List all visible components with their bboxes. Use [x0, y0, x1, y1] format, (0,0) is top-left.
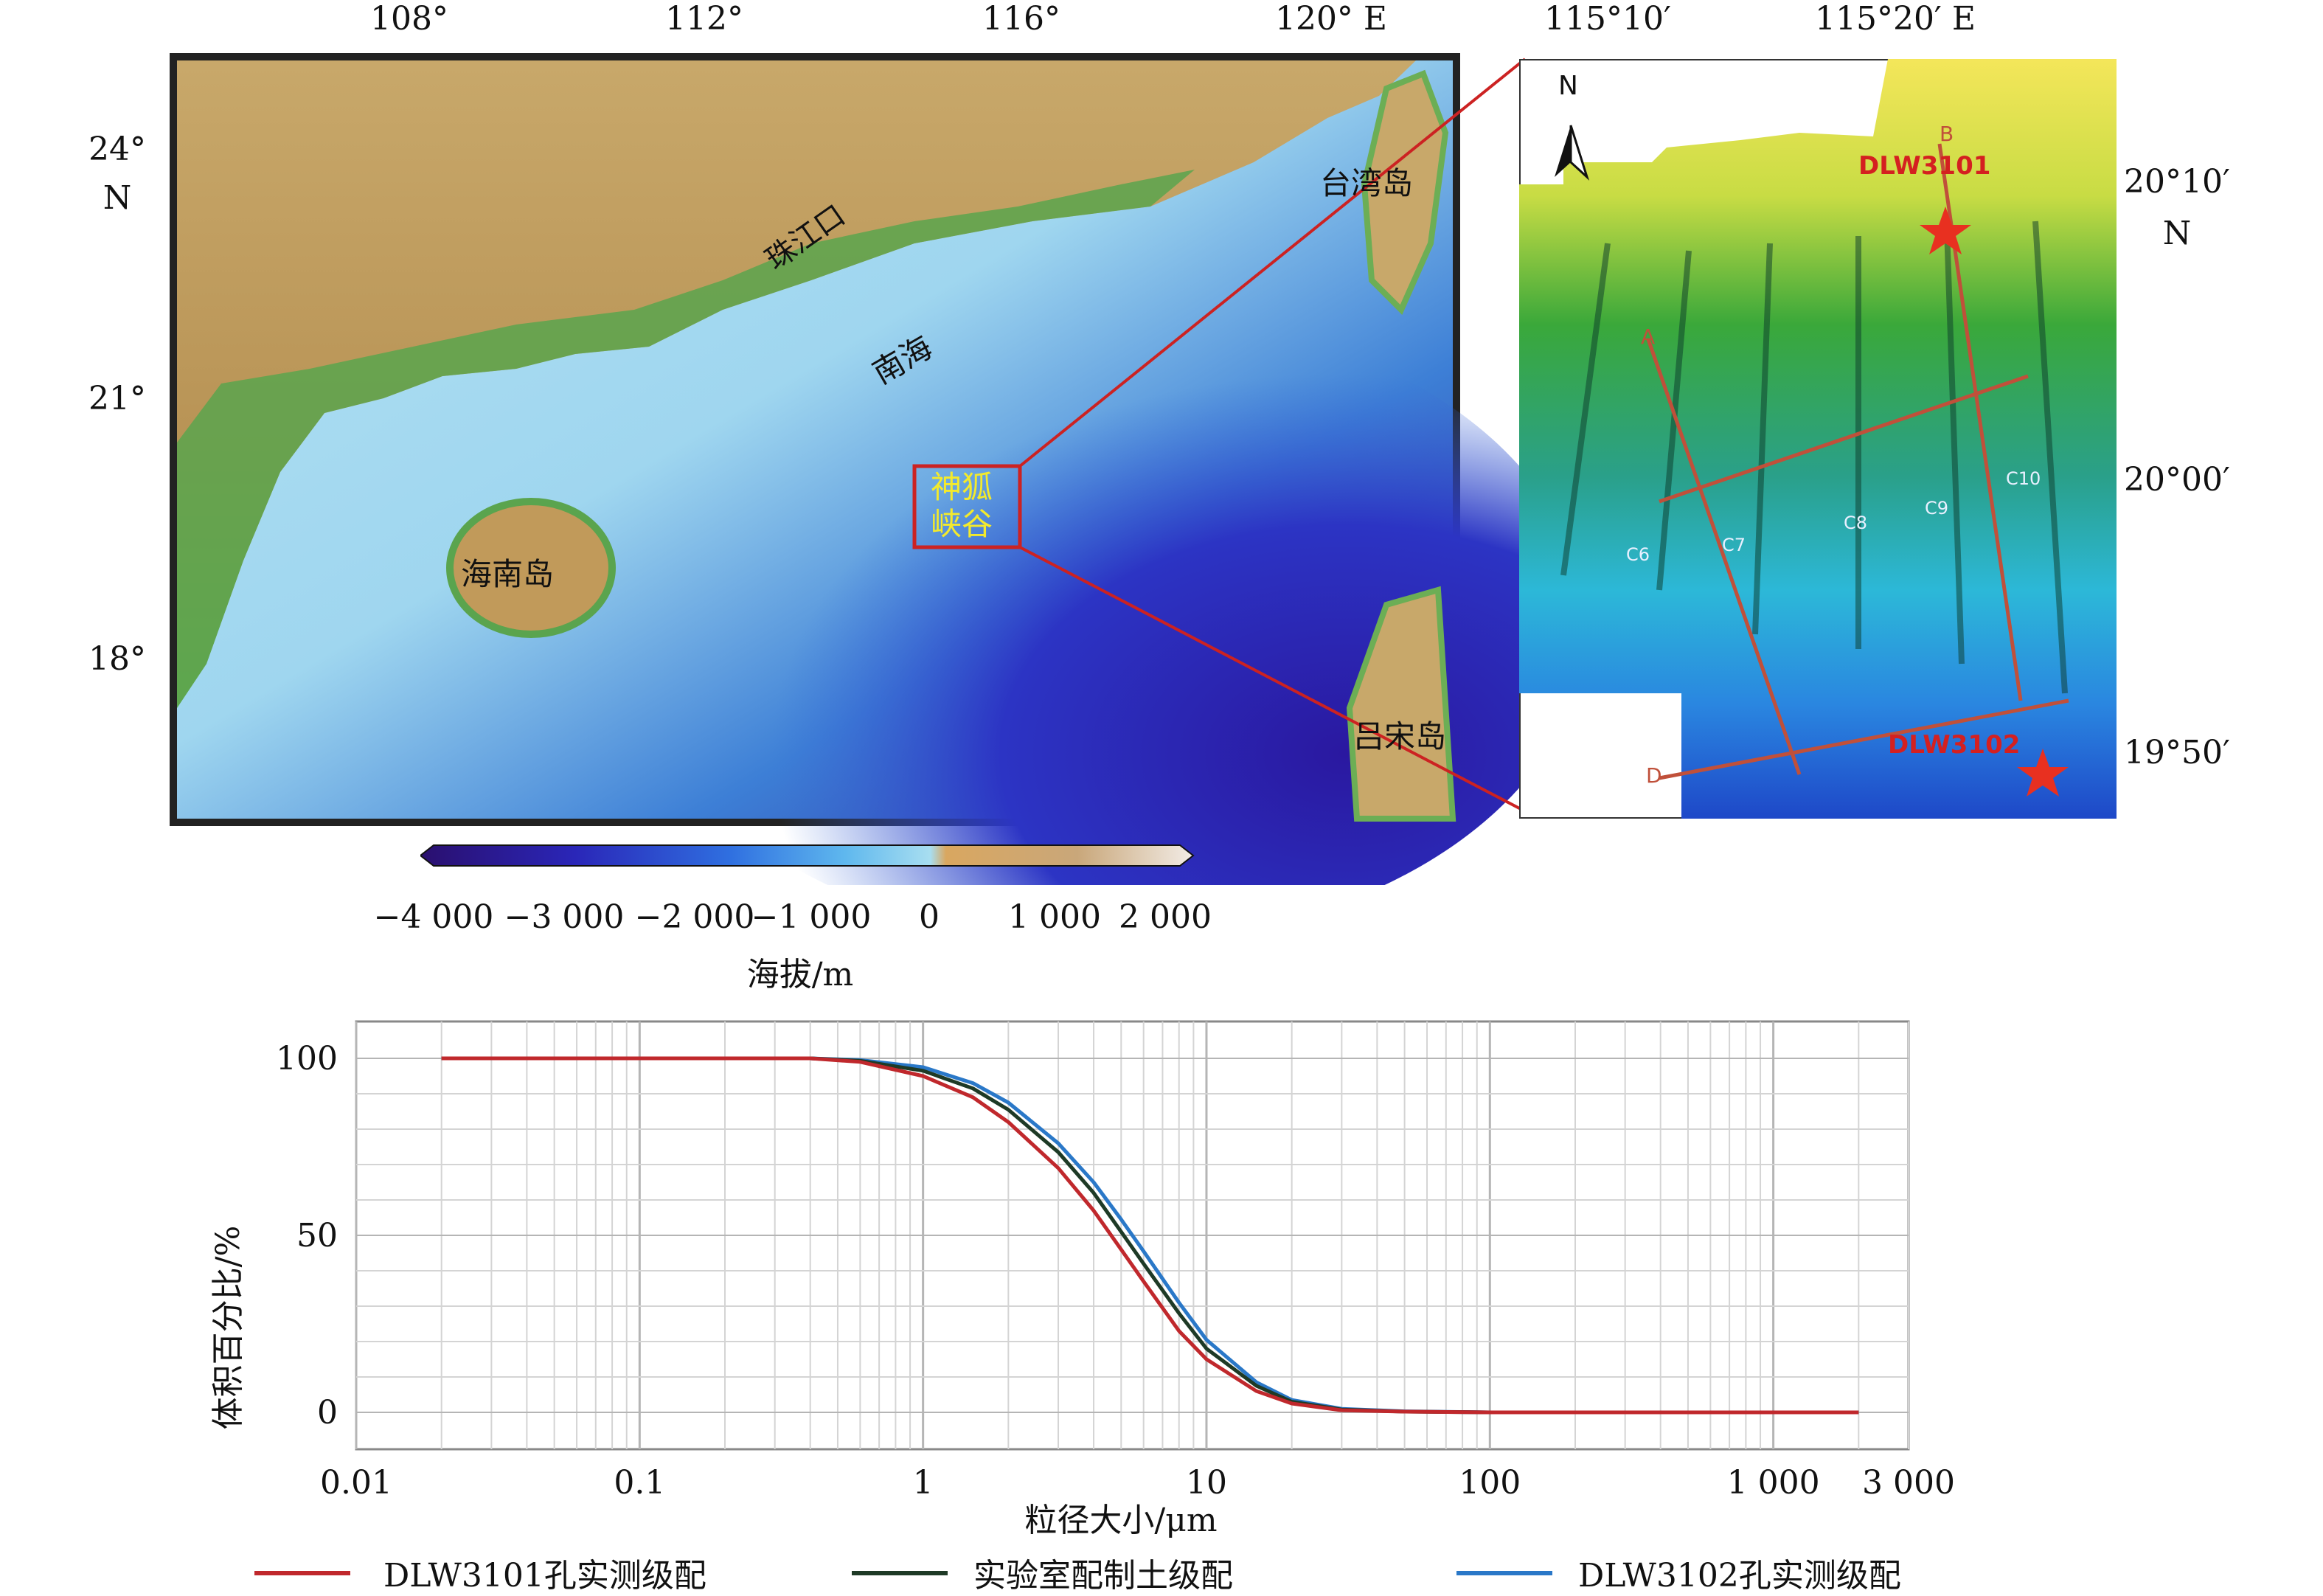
- lon-tick-108: 108°: [370, 0, 448, 38]
- inset-lon-tick: 115°20′ E: [1814, 0, 1976, 38]
- legend-swatch-lab-mix: [852, 1571, 948, 1575]
- colorbar-tick: 2 000: [1119, 898, 1212, 936]
- series-line: [441, 1056, 1859, 1415]
- label-luzon-island: 吕宋岛: [1353, 718, 1447, 754]
- colorbar-tick: 1 000: [1008, 898, 1101, 936]
- north-arrow: [1555, 125, 1590, 181]
- colorbar-tick: 0: [919, 898, 940, 936]
- y-tick-label: 50: [296, 1217, 338, 1255]
- y-tick-label: 0: [317, 1394, 338, 1432]
- colorbar-tick: −4 000: [373, 898, 494, 936]
- zoom-connector-top: [1018, 58, 1527, 468]
- colorbar-tick: −1 000: [751, 898, 872, 936]
- x-tick-label: 10: [1186, 1464, 1227, 1502]
- lon-tick-116: 116°: [982, 0, 1060, 38]
- x-tick-label: 100: [1459, 1464, 1521, 1502]
- legend-label-lab-mix: 实验室配制土级配: [973, 1557, 1233, 1595]
- canyon-label: C10: [2006, 468, 2041, 489]
- inset-lat-tick: 20°10′ N: [2124, 163, 2230, 252]
- station-label-dlw3102: DLW3102: [1888, 730, 2021, 760]
- chart-svg: 0 50 100 0.01 0.1 1 10 100 1 000 3 000: [276, 1020, 1955, 1502]
- chart-x-label: 粒径大小/μm: [1024, 1502, 1218, 1539]
- canyon-label: C6: [1626, 544, 1650, 565]
- canyon-label: C7: [1722, 535, 1746, 555]
- label-hainan-island: 海南岛: [461, 556, 555, 592]
- zoom-connector-bottom: [1019, 546, 1526, 813]
- inset-map-svg: [1519, 59, 2117, 819]
- inset-lat-tick: 19°50′: [2124, 734, 2230, 771]
- x-tick-label: 0.1: [614, 1464, 665, 1502]
- colorbar-tick: −3 000: [504, 898, 625, 936]
- inset-bathymetry: [1519, 59, 2117, 819]
- x-tick-label: 0.01: [320, 1464, 392, 1502]
- colorbar-svg: [420, 844, 1195, 867]
- x-tick-label: 1 000: [1727, 1464, 1820, 1502]
- canyon-label: C9: [1925, 498, 1949, 518]
- station-star-dlw3101: [1920, 207, 1971, 254]
- lon-tick-112: 112°: [665, 0, 743, 38]
- lat-tick-18: 18°: [88, 640, 146, 678]
- colorbar-tick: −2 000: [634, 898, 755, 936]
- colorbar-label: 海拔/m: [746, 956, 854, 993]
- lat-tick-21: 21°: [88, 380, 146, 417]
- legend-label-dlw3102: DLW3102孔实测级配: [1578, 1557, 1901, 1595]
- study-area-box: [912, 464, 1022, 549]
- legend-swatch-dlw3102: [1456, 1571, 1552, 1575]
- lon-tick-120: 120° E: [1274, 0, 1388, 38]
- x-tick-label: 1: [913, 1464, 934, 1502]
- x-tick-label: 3 000: [1862, 1464, 1955, 1502]
- line-label-d: D: [1646, 763, 1662, 788]
- label-taiwan-island: 台湾岛: [1320, 165, 1414, 201]
- mainland-china: [177, 60, 1416, 708]
- legend-label-dlw3101: DLW3101孔实测级配: [383, 1557, 706, 1595]
- inset-lon-tick: 115°10′: [1544, 0, 1671, 38]
- line-label-b: B: [1940, 122, 1954, 146]
- taiwan-island: [1361, 69, 1449, 315]
- hainan-island: [446, 498, 616, 638]
- colorbar-gradient: [420, 844, 1195, 867]
- label-shenhu-canyon: 神狐 峡谷: [931, 469, 993, 542]
- deep-basin: [627, 310, 1586, 885]
- inset-north-label: N: [1558, 71, 1578, 101]
- y-tick-label: 100: [276, 1040, 338, 1078]
- station-label-dlw3101: DLW3101: [1858, 151, 1991, 181]
- line-label-a: A: [1641, 325, 1656, 349]
- lat-tick-24: 24° N: [88, 131, 146, 217]
- inset-lat-tick: 20°00′: [2124, 461, 2230, 499]
- station-star-dlw3102: [2017, 749, 2069, 797]
- legend-swatch-dlw3101: [254, 1571, 350, 1575]
- canyon-label: C8: [1844, 513, 1868, 533]
- main-map-svg: [170, 53, 1586, 885]
